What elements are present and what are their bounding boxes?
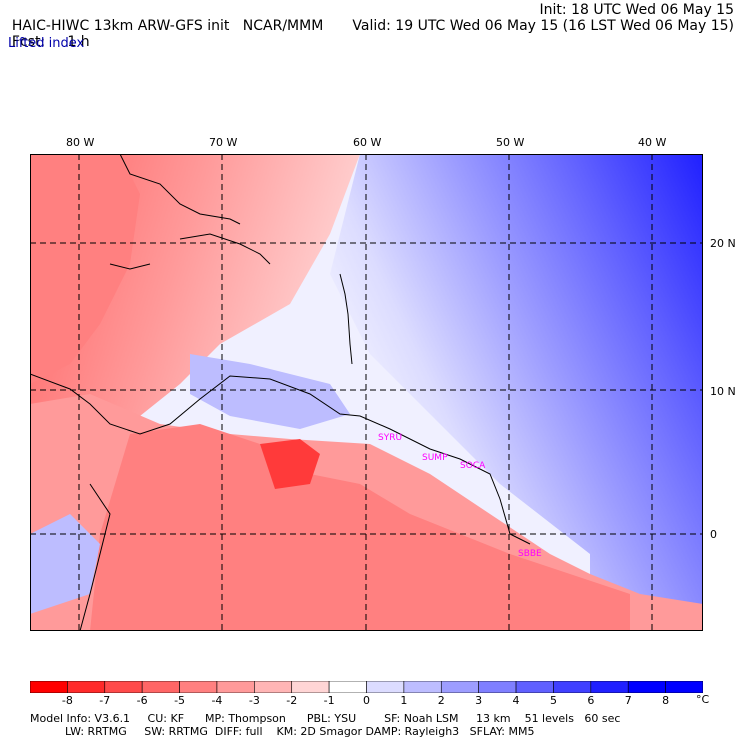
graticule	[30, 154, 703, 631]
station-sump: SUMP	[422, 453, 448, 463]
colorbar-box	[440, 681, 479, 693]
lat-label-0: 0	[710, 528, 717, 541]
colorbar-tick-label: -7	[99, 694, 111, 707]
lon-label-50w: 50 W	[496, 136, 525, 149]
model-info-line1: Model Info: V3.6.1 CU: KF MP: Thompson P…	[30, 712, 621, 725]
colorbar-box	[291, 681, 330, 693]
colorbar-box	[478, 681, 517, 693]
colorbar-box	[216, 681, 255, 693]
colorbar-box	[515, 681, 554, 693]
jamaica-coast	[109, 263, 151, 270]
colorbar-box	[590, 681, 629, 693]
cuba-coast	[119, 154, 241, 225]
colorbar-box	[104, 681, 143, 693]
colorbar-tick-label: 8	[662, 694, 670, 707]
colorbar-tick-label: -8	[61, 694, 73, 707]
model-info-line2: LW: RRTMG SW: RRTMG DIFF: full KM: 2D Sm…	[30, 725, 535, 738]
colorbar-tick-label: -6	[136, 694, 148, 707]
colorbar-box	[179, 681, 218, 693]
colorbar	[30, 681, 703, 693]
colorbar-box	[328, 681, 367, 693]
lon-label-60w: 60 W	[353, 136, 382, 149]
lon-label-40w: 40 W	[638, 136, 667, 149]
colorbar-box	[627, 681, 666, 693]
station-syru: SYRU	[378, 433, 402, 443]
colorbar-box	[67, 681, 106, 693]
colorbar-box	[665, 681, 703, 693]
colorbar-tick-label: -5	[174, 694, 186, 707]
lon-label-70w: 70 W	[209, 136, 238, 149]
colorbar-tick-label: 6	[587, 694, 595, 707]
colorbar-box	[403, 681, 442, 693]
model-title: HAIC-HIWC 13km ARW-GFS init NCAR/MMM	[11, 18, 324, 34]
colorbar-box	[30, 681, 68, 693]
map-frame	[30, 154, 703, 631]
station-labels: SYRU SUMP SOCA SBBE	[378, 433, 542, 559]
unstable-core-south	[90, 424, 630, 631]
colorbar-tick-label: 0	[363, 694, 370, 707]
lon-label-80w: 80 W	[66, 136, 95, 149]
colorbar-tick-label: -2	[286, 694, 298, 707]
stable-band-caribbean	[190, 354, 350, 429]
colorbar-box	[553, 681, 592, 693]
colorbar-tick-label: 4	[512, 694, 520, 707]
colorbar-box	[366, 681, 405, 693]
strong-instability-cell	[260, 439, 320, 489]
lesser-antilles	[339, 273, 353, 365]
station-sbbe: SBBE	[518, 549, 542, 559]
colorbar-box	[141, 681, 180, 693]
colorbar-tick-label: 1	[400, 694, 408, 707]
lat-label-10n: 10 N	[710, 385, 736, 398]
stable-region-east	[330, 154, 703, 631]
colorbar-tick-label: 7	[624, 694, 632, 707]
colorbar-tick-label: -4	[211, 694, 223, 707]
south-america-west-coast	[79, 483, 111, 631]
forecast-hour: Fcst: 1 h	[11, 34, 90, 50]
coastlines	[30, 154, 531, 631]
colorbar-tick-label: 5	[549, 694, 557, 707]
colorbar-tick-label: -3	[248, 694, 260, 707]
colorbar-box	[254, 681, 293, 693]
lifted-index-map[interactable]: SYRU SUMP SOCA SBBE	[30, 154, 703, 631]
field-name: Lifted index	[8, 36, 85, 51]
station-soca: SOCA	[460, 461, 486, 471]
hispaniola-coast	[179, 233, 271, 265]
south-america-north-coast	[30, 373, 531, 545]
stable-pocket-pacific	[30, 514, 100, 614]
valid-time: Valid: 19 UTC Wed 06 May 15 (16 LST Wed …	[352, 18, 734, 34]
colorbar-tick-label: 2	[437, 694, 445, 707]
colorbar-tick-label: -1	[323, 694, 335, 707]
colorbar-tick-label: 3	[475, 694, 483, 707]
lat-label-20n: 20 N	[710, 237, 736, 250]
colorbar-unit: °C	[696, 693, 710, 706]
init-time: Init: 18 UTC Wed 06 May 15	[539, 2, 734, 18]
unstable-core-northwest	[30, 154, 140, 384]
